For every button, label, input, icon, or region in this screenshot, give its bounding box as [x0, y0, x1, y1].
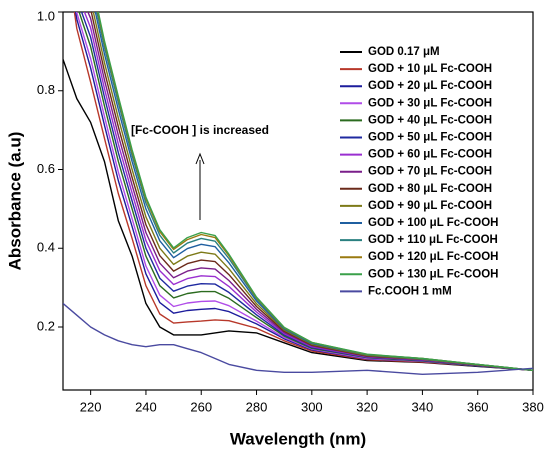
y-tick-label: 0.4 — [37, 240, 55, 255]
x-tick-label: 240 — [135, 399, 157, 414]
legend-label: GOD 0.17 μM — [368, 46, 440, 58]
legend-label: GOD + 40 μL Fc-COOH — [368, 114, 492, 126]
x-axis-label: Wavelength (nm) — [230, 429, 366, 448]
legend-label: Fc.COOH 1 mM — [368, 285, 452, 297]
series-line — [63, 302, 533, 375]
legend-label: GOD + 10 μL Fc-COOH — [368, 63, 492, 75]
y-tick-label: 1.0 — [37, 8, 55, 23]
x-tick-label: 300 — [301, 399, 323, 414]
arrow-head — [195, 152, 205, 165]
legend-label: GOD + 100 μL Fc-COOH — [368, 217, 498, 229]
annotation: [Fc-COOH ] is increased — [131, 123, 269, 137]
x-tick-label: 340 — [412, 399, 434, 414]
y-tick-label: 0.8 — [37, 82, 55, 97]
series-line — [73, 12, 533, 371]
legend-label: GOD + 60 μL Fc-COOH — [368, 149, 492, 161]
y-tick-label: 0.6 — [37, 161, 55, 176]
series-line — [75, 12, 533, 371]
series-line — [97, 12, 533, 371]
legend-label: GOD + 90 μL Fc-COOH — [368, 200, 492, 212]
legend-label: GOD + 30 μL Fc-COOH — [368, 97, 492, 109]
legend-label: GOD + 120 μL Fc-COOH — [368, 251, 498, 263]
x-tick-label: 260 — [190, 399, 212, 414]
series-line — [63, 59, 533, 371]
x-tick-label: 220 — [80, 399, 102, 414]
y-tick-label: 0.2 — [37, 318, 55, 333]
x-tick-label: 320 — [356, 399, 378, 414]
legend-label: GOD + 80 μL Fc-COOH — [368, 183, 492, 195]
legend-label: GOD + 70 μL Fc-COOH — [368, 166, 492, 178]
x-tick-label: 360 — [467, 399, 489, 414]
x-tick-label: 280 — [246, 399, 268, 414]
plot-frame — [62, 11, 534, 391]
lines — [63, 12, 533, 375]
legend-label: GOD + 130 μL Fc-COOH — [368, 268, 498, 280]
series-line — [90, 12, 533, 371]
legend-label: GOD + 110 μL Fc-COOH — [368, 234, 498, 246]
legend-label: GOD + 50 μL Fc-COOH — [368, 132, 492, 144]
legend-label: GOD + 20 μL Fc-COOH — [368, 80, 492, 92]
x-tick-label: 380 — [522, 399, 544, 414]
y-axis-label: Absorbance (a.u) — [5, 132, 24, 271]
